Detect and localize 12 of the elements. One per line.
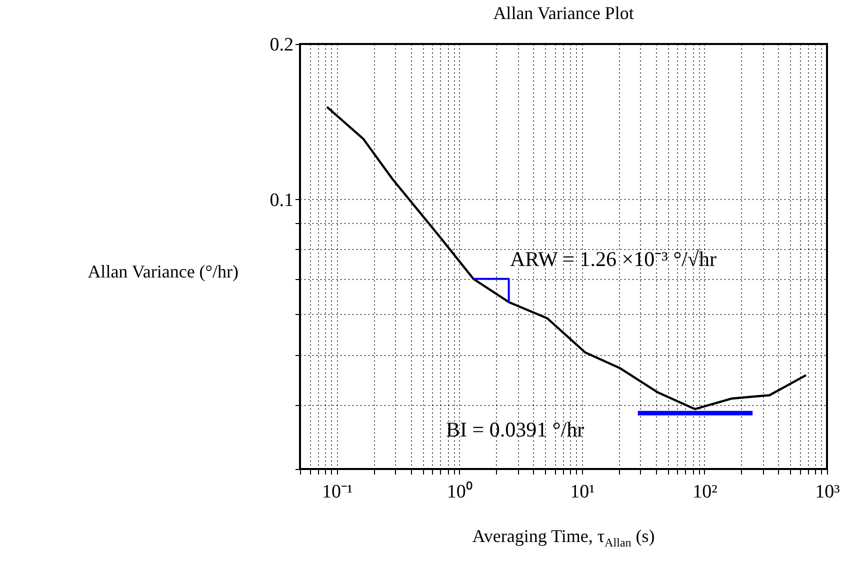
- x-tick-label: 10³: [815, 482, 840, 502]
- annotation: BI = 0.0391 °/hr: [446, 418, 584, 442]
- x-tick-label: 10¹: [570, 482, 596, 502]
- x-axis-title: Averaging Time, τ$_{Allan}$ (s): [471, 526, 656, 551]
- x-tick-label: 10⁰: [446, 480, 473, 502]
- y-axis-title: Allan Variance (°/hr): [88, 262, 238, 282]
- y-tick-label: 0.1: [270, 190, 294, 211]
- chart-title: Allan Variance Plot: [493, 3, 634, 23]
- x-tick-label: 10²: [692, 482, 718, 502]
- x-tick-label: 10⁻¹: [322, 482, 354, 502]
- annotation: ARW = 1.26 ×10⁻³ °/√hr: [510, 246, 716, 272]
- y-tick-label: 0.2: [270, 34, 294, 56]
